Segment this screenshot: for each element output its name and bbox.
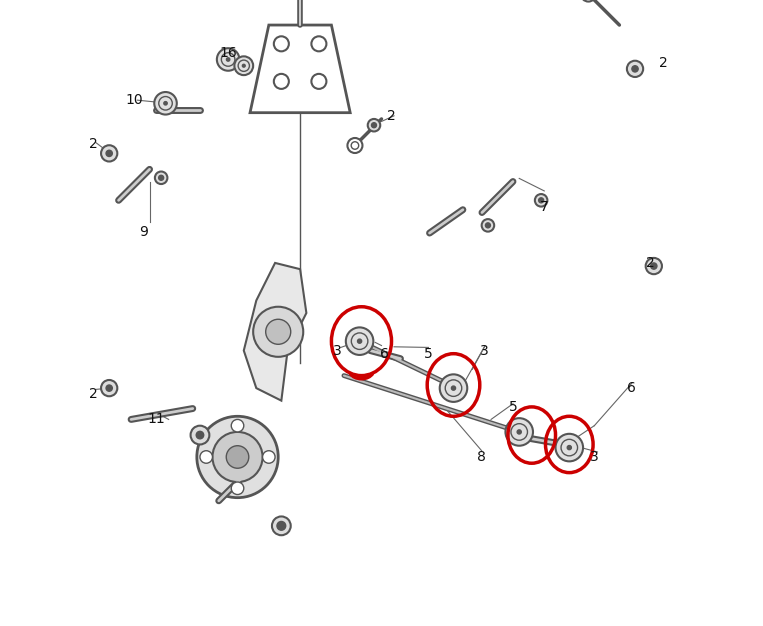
Text: 8: 8 xyxy=(477,450,486,464)
Circle shape xyxy=(517,430,521,434)
Circle shape xyxy=(274,74,289,89)
Circle shape xyxy=(481,219,494,232)
Circle shape xyxy=(372,123,376,128)
Circle shape xyxy=(200,451,212,463)
Circle shape xyxy=(651,263,657,269)
Circle shape xyxy=(346,327,373,355)
Circle shape xyxy=(581,0,596,2)
Circle shape xyxy=(227,58,230,61)
Text: 9: 9 xyxy=(139,225,148,239)
Circle shape xyxy=(196,431,204,439)
Text: 6: 6 xyxy=(380,347,389,361)
Circle shape xyxy=(274,36,289,51)
Circle shape xyxy=(234,56,253,75)
Text: 2: 2 xyxy=(89,137,98,151)
Circle shape xyxy=(485,223,491,228)
Circle shape xyxy=(539,198,543,203)
Circle shape xyxy=(358,339,362,343)
Circle shape xyxy=(567,446,571,449)
Circle shape xyxy=(535,194,547,207)
Circle shape xyxy=(368,119,380,131)
Text: 3: 3 xyxy=(481,344,489,357)
Text: 2: 2 xyxy=(89,387,98,401)
Circle shape xyxy=(266,319,291,344)
Circle shape xyxy=(164,101,167,105)
Circle shape xyxy=(505,418,533,446)
Text: 16: 16 xyxy=(219,46,237,60)
Text: 11: 11 xyxy=(147,413,165,426)
Text: 5: 5 xyxy=(424,347,433,361)
Circle shape xyxy=(155,172,167,184)
Text: 3: 3 xyxy=(333,344,342,357)
Circle shape xyxy=(101,380,118,396)
Circle shape xyxy=(347,138,362,153)
Circle shape xyxy=(311,74,327,89)
Circle shape xyxy=(277,521,285,530)
Text: 10: 10 xyxy=(125,93,143,107)
Circle shape xyxy=(159,175,163,180)
Text: 5: 5 xyxy=(509,400,517,414)
Text: 3: 3 xyxy=(590,450,599,464)
Circle shape xyxy=(311,36,327,51)
Text: 2: 2 xyxy=(658,56,668,69)
Circle shape xyxy=(243,64,245,67)
Circle shape xyxy=(439,374,467,402)
Circle shape xyxy=(231,419,244,432)
Circle shape xyxy=(632,66,638,72)
Circle shape xyxy=(197,416,278,498)
Text: 2: 2 xyxy=(387,109,395,123)
Circle shape xyxy=(212,432,262,482)
Circle shape xyxy=(262,451,275,463)
Circle shape xyxy=(106,385,112,391)
Circle shape xyxy=(106,150,112,156)
Circle shape xyxy=(452,386,456,390)
Circle shape xyxy=(555,434,583,461)
Circle shape xyxy=(154,92,177,115)
Circle shape xyxy=(231,482,244,495)
Circle shape xyxy=(191,426,209,444)
Polygon shape xyxy=(244,263,307,401)
Circle shape xyxy=(217,48,240,71)
Text: 7: 7 xyxy=(540,200,549,213)
Circle shape xyxy=(253,307,303,357)
Circle shape xyxy=(227,446,249,468)
Text: 2: 2 xyxy=(646,256,655,270)
Circle shape xyxy=(272,516,291,535)
Circle shape xyxy=(627,61,643,77)
Text: 6: 6 xyxy=(627,381,636,395)
Circle shape xyxy=(101,145,118,162)
Circle shape xyxy=(645,258,662,274)
